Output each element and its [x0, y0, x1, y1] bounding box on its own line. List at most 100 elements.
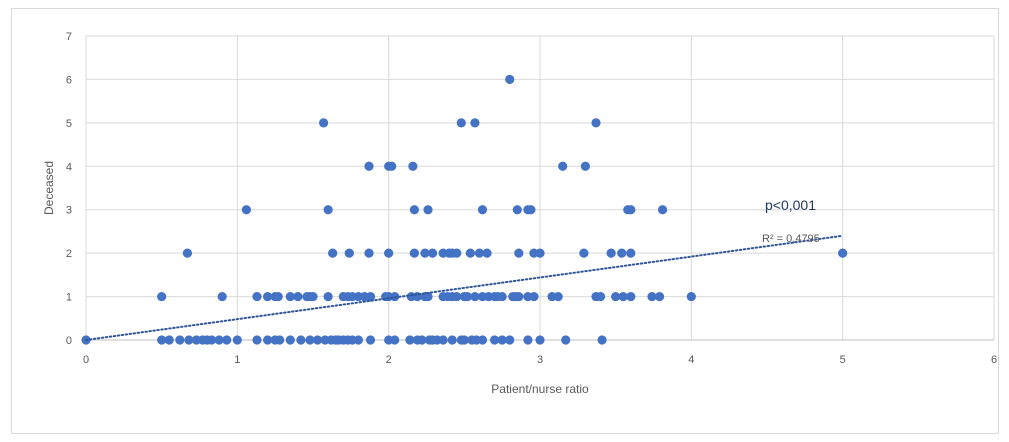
data-point: [222, 335, 232, 345]
data-point: [459, 335, 469, 345]
data-point: [417, 335, 427, 345]
data-point: [328, 248, 338, 258]
trendline-group: [85, 234, 844, 341]
data-point: [241, 205, 252, 215]
data-point: [626, 205, 636, 215]
data-point: [427, 248, 438, 258]
data-point: [535, 335, 545, 345]
data-point: [654, 291, 665, 302]
x-tick-label: 6: [991, 354, 997, 366]
data-point: [474, 248, 485, 258]
data-point: [618, 291, 628, 302]
data-point: [595, 291, 606, 302]
y-tick-label: 1: [66, 292, 72, 304]
data-point: [505, 74, 515, 85]
data-point: [452, 291, 462, 302]
r-squared-annotation: R² = 0,4795: [762, 233, 820, 245]
data-point: [214, 335, 224, 345]
data-point: [409, 205, 419, 215]
data-point: [462, 291, 472, 302]
data-point: [686, 291, 696, 302]
x-tick-label: 5: [840, 354, 846, 366]
data-point: [157, 335, 167, 345]
data-point: [365, 291, 376, 302]
data-point: [579, 248, 589, 258]
data-point: [207, 335, 217, 345]
data-point: [275, 335, 285, 345]
data-point: [617, 248, 627, 258]
data-point: [364, 161, 374, 171]
x-tick-label: 0: [83, 354, 89, 366]
data-point: [365, 335, 376, 345]
data-point: [514, 291, 524, 302]
data-point: [553, 291, 563, 302]
x-tick-label: 1: [234, 354, 240, 366]
data-point: [296, 335, 306, 345]
data-point: [626, 291, 636, 302]
data-point: [390, 335, 400, 345]
data-point: [597, 335, 607, 345]
data-point: [273, 291, 283, 302]
data-point: [217, 291, 227, 302]
data-point: [497, 291, 507, 302]
data-point: [263, 291, 273, 302]
data-point: [535, 248, 545, 258]
data-point: [409, 248, 419, 258]
data-point: [308, 291, 318, 302]
data-point: [838, 248, 848, 258]
data-point: [514, 248, 524, 258]
data-point: [606, 248, 616, 258]
data-point: [490, 335, 500, 345]
data-point: [344, 248, 354, 258]
data-point: [438, 335, 448, 345]
data-point: [353, 335, 363, 345]
data-point: [252, 335, 262, 345]
data-point: [285, 335, 295, 345]
data-point: [232, 335, 242, 345]
x-tick-label: 3: [537, 354, 543, 366]
y-tick-label: 6: [66, 74, 72, 86]
y-axis-title: Deceased: [42, 161, 56, 215]
data-point: [318, 118, 329, 128]
data-point: [497, 335, 507, 345]
data-point: [512, 205, 522, 215]
trendline: [85, 234, 844, 341]
data-point: [364, 248, 374, 258]
data-point: [157, 291, 167, 302]
data-point: [452, 248, 462, 258]
data-point: [405, 335, 415, 345]
data-point: [477, 335, 488, 345]
data-point: [285, 291, 295, 302]
data-point: [505, 335, 515, 345]
data-point: [164, 335, 174, 345]
data-point: [293, 291, 303, 302]
data-point: [482, 248, 492, 258]
data-point: [647, 291, 657, 302]
data-point: [323, 291, 333, 302]
data-point: [561, 335, 571, 345]
data-point: [408, 161, 418, 171]
data-point: [470, 118, 480, 128]
data-point: [470, 291, 480, 302]
data-point: [465, 248, 475, 258]
data-point: [305, 335, 315, 345]
data-point: [423, 291, 433, 302]
data-point: [384, 248, 394, 258]
data-point: [529, 291, 539, 302]
data-point: [580, 161, 591, 171]
data-point: [420, 248, 430, 258]
data-point: [387, 161, 397, 171]
y-tick-label: 7: [66, 31, 72, 43]
x-tick-label: 4: [688, 354, 694, 366]
data-point: [526, 205, 536, 215]
p-value-annotation: p<0,001: [765, 197, 816, 213]
data-point: [312, 335, 323, 345]
tick-labels: 0 1 2 3 4 5 6 7 0 1 2 3 4 5 6: [66, 31, 997, 366]
data-point: [263, 335, 273, 345]
data-point: [252, 291, 262, 302]
data-point: [558, 161, 568, 171]
data-point: [626, 248, 636, 258]
data-point: [523, 335, 533, 345]
data-point: [323, 205, 333, 215]
